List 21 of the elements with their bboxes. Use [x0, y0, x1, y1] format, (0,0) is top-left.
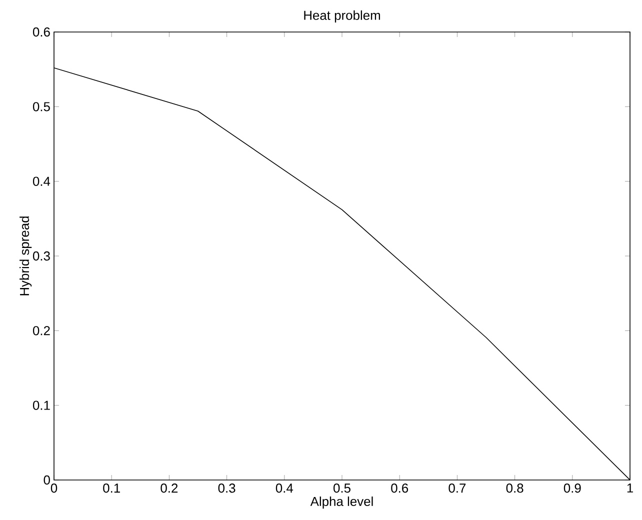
- x-tick-label: 0.9: [564, 484, 581, 493]
- x-tick-label: 0.4: [276, 484, 294, 493]
- y-tick-label: 0.2: [32, 326, 50, 336]
- y-tick-label: 0.5: [32, 102, 50, 112]
- chart-title: Heat problem: [304, 10, 380, 22]
- x-tick-label: 0.3: [218, 484, 236, 493]
- y-axis-title: Hybrid spread: [20, 216, 32, 296]
- x-tick-label: 0: [50, 484, 58, 493]
- y-tick-label: 0.4: [32, 176, 50, 186]
- y-tick-label: 0: [44, 475, 50, 485]
- x-axis-title: Alpha level: [310, 496, 373, 509]
- x-tick-label: 0.8: [506, 484, 524, 493]
- y-tick-label: 0.6: [32, 27, 50, 37]
- x-tick-label: 0.7: [448, 484, 466, 493]
- y-tick-label: 0.3: [32, 251, 50, 261]
- x-tick-label: 0.6: [391, 484, 408, 493]
- x-tick-label: 1: [627, 484, 633, 492]
- x-tick-label: 0.1: [103, 484, 120, 493]
- y-tick-label: 0.1: [32, 400, 50, 410]
- x-tick-label: 0.5: [334, 484, 350, 493]
- x-tick-label: 0.2: [160, 484, 178, 493]
